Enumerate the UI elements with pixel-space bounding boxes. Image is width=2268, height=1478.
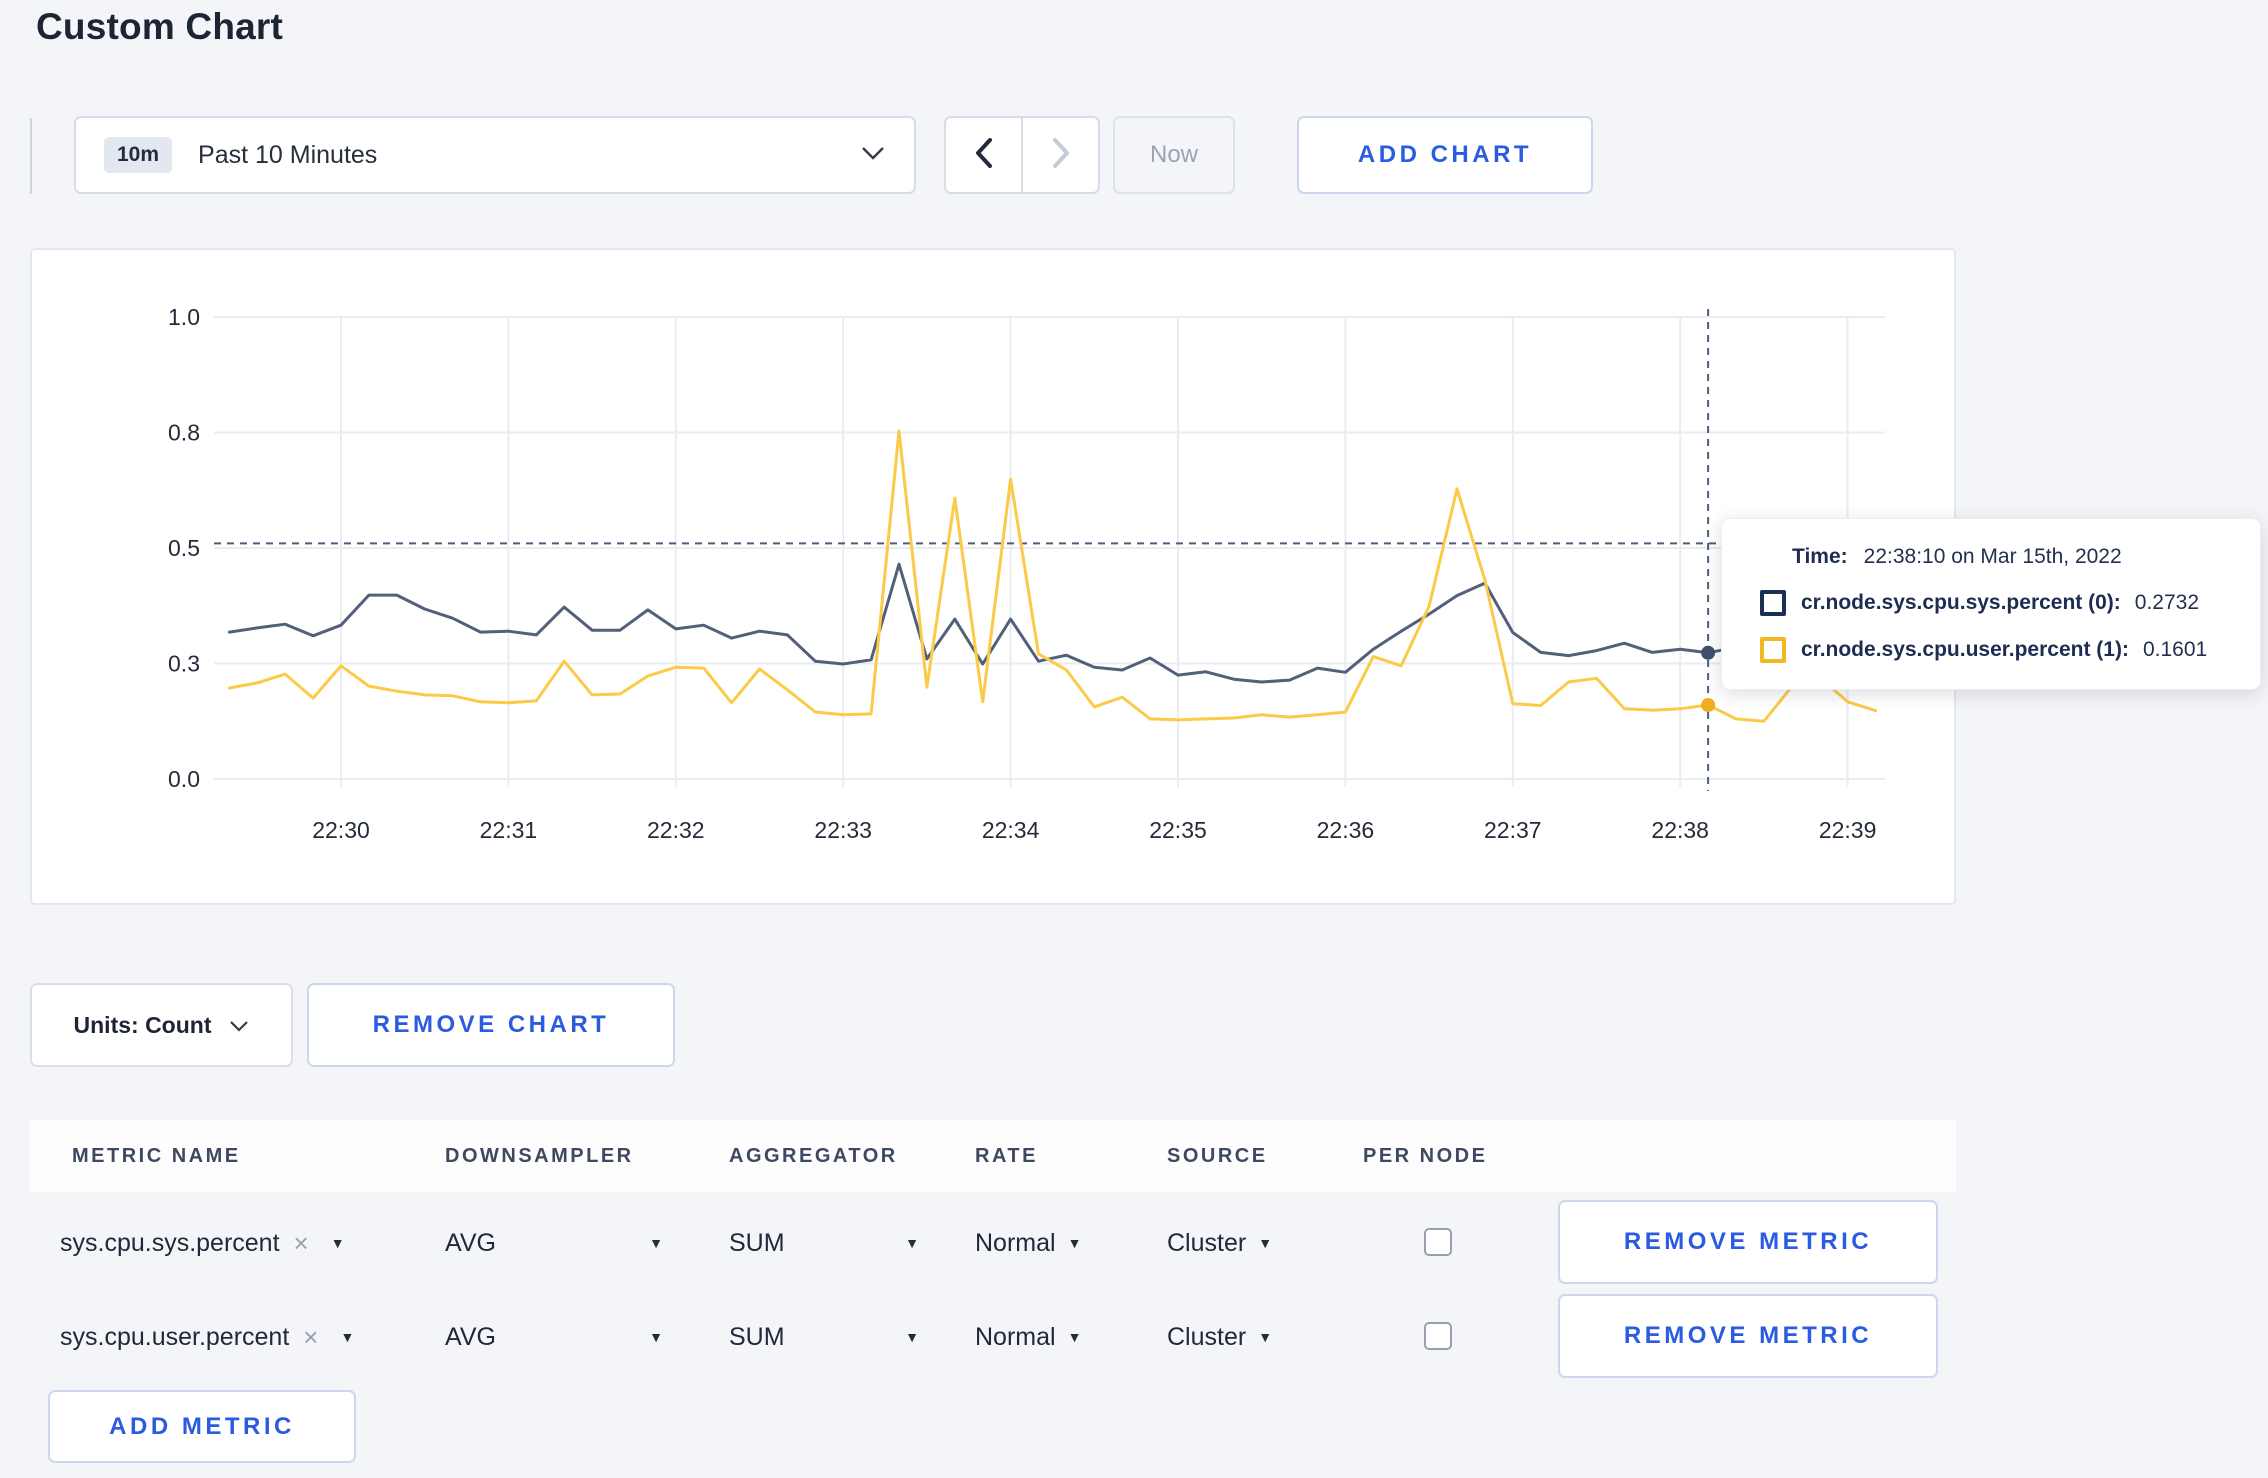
svg-text:22:35: 22:35 <box>1149 817 1207 843</box>
now-button[interactable]: Now <box>1113 116 1235 194</box>
col-source: SOURCE <box>1167 1145 1268 1167</box>
clear-metric-icon[interactable]: × <box>303 1321 319 1352</box>
clear-metric-icon[interactable]: × <box>293 1227 309 1258</box>
caret-down-icon: ▼ <box>340 1329 355 1345</box>
series-sys-legend-value: 0.2732 <box>2134 591 2200 614</box>
col-metric-name: METRIC NAME <box>72 1145 241 1167</box>
metric-name-value: sys.cpu.user.percent <box>60 1322 290 1351</box>
svg-text:22:34: 22:34 <box>982 817 1040 843</box>
downsampler-value: AVG <box>445 1228 496 1257</box>
per-node-checkbox[interactable] <box>1424 1322 1452 1350</box>
add-metric-button[interactable]: ADD METRIC <box>48 1390 356 1463</box>
aggregator-select[interactable]: SUM ▼ <box>729 1196 919 1290</box>
svg-text:0.0: 0.0 <box>168 766 200 792</box>
col-per-node: PER NODE <box>1363 1145 1488 1167</box>
chart-panel[interactable]: 1.0 0.8 0.5 0.3 0.0 22:30 22:31 22:32 22:33 22:34… <box>30 248 1956 905</box>
time-range-label: Past 10 Minutes <box>198 140 378 169</box>
caret-down-icon: ▼ <box>1067 1329 1082 1345</box>
time-pager <box>944 116 1100 194</box>
metric-name-value: sys.cpu.sys.percent <box>60 1228 280 1257</box>
svg-text:22:33: 22:33 <box>814 817 872 843</box>
source-select[interactable]: Cluster ▼ <box>1167 1196 1272 1290</box>
per-node-checkbox[interactable] <box>1424 1228 1452 1256</box>
series-user-legend-swatch <box>1760 637 1786 663</box>
add-chart-button[interactable]: ADD CHART <box>1297 116 1593 194</box>
chevron-right-icon <box>1050 137 1072 174</box>
series-user-legend-value: 0.1601 <box>2142 638 2208 661</box>
col-rate: RATE <box>975 1145 1038 1167</box>
next-time-button[interactable] <box>1023 118 1098 192</box>
metric-row: sys.cpu.user.percent × ▼ AVG ▼ SUM ▼ Nor… <box>30 1290 1956 1384</box>
rate-value: Normal <box>975 1322 1056 1351</box>
time-range-badge: 10m <box>104 137 173 173</box>
rate-value: Normal <box>975 1228 1056 1257</box>
svg-text:1.0: 1.0 <box>168 304 200 330</box>
tooltip-time-value: 22:38:10 on Mar 15th, 2022 <box>1863 545 2122 568</box>
metric-name-select[interactable]: sys.cpu.user.percent × ▼ <box>60 1290 354 1384</box>
remove-metric-button[interactable]: REMOVE METRIC <box>1558 1294 1938 1378</box>
svg-text:22:39: 22:39 <box>1819 817 1877 843</box>
metric-name-select[interactable]: sys.cpu.sys.percent × ▼ <box>60 1196 345 1290</box>
metrics-table-header: METRIC NAME DOWNSAMPLER AGGREGATOR RATE … <box>30 1120 1956 1192</box>
downsampler-select[interactable]: AVG ▼ <box>445 1196 663 1290</box>
chevron-down-icon <box>860 144 886 167</box>
svg-text:22:37: 22:37 <box>1484 817 1542 843</box>
svg-text:0.3: 0.3 <box>168 651 200 677</box>
svg-text:22:36: 22:36 <box>1317 817 1375 843</box>
svg-text:22:32: 22:32 <box>647 817 705 843</box>
aggregator-value: SUM <box>729 1228 785 1257</box>
tooltip-time-label: Time: <box>1792 545 1848 568</box>
aggregator-select[interactable]: SUM ▼ <box>729 1290 919 1384</box>
line-chart[interactable]: 1.0 0.8 0.5 0.3 0.0 22:30 22:31 22:32 22:33 22:34… <box>32 250 1958 907</box>
series-sys-legend-swatch <box>1760 590 1786 616</box>
svg-text:0.8: 0.8 <box>168 420 200 446</box>
caret-down-icon: ▼ <box>1258 1235 1273 1251</box>
remove-metric-button[interactable]: REMOVE METRIC <box>1558 1200 1938 1284</box>
units-label: Units: Count <box>73 1011 212 1038</box>
svg-text:0.5: 0.5 <box>168 535 200 561</box>
chevron-down-icon <box>229 1012 249 1039</box>
page-title: Custom Chart <box>36 6 284 47</box>
caret-down-icon: ▼ <box>905 1329 919 1345</box>
downsampler-select[interactable]: AVG ▼ <box>445 1290 663 1384</box>
remove-chart-button[interactable]: REMOVE CHART <box>307 983 675 1067</box>
caret-down-icon: ▼ <box>905 1235 919 1251</box>
svg-text:22:38: 22:38 <box>1651 817 1709 843</box>
svg-text:22:31: 22:31 <box>480 817 538 843</box>
downsampler-value: AVG <box>445 1322 496 1351</box>
rate-select[interactable]: Normal ▼ <box>975 1290 1081 1384</box>
rate-select[interactable]: Normal ▼ <box>975 1196 1081 1290</box>
caret-down-icon: ▼ <box>649 1329 663 1345</box>
col-aggregator: AGGREGATOR <box>729 1145 898 1167</box>
chart-tooltip: Time: 22:38:10 on Mar 15th, 2022 cr.node… <box>1721 518 2261 690</box>
units-dropdown[interactable]: Units: Count <box>30 983 293 1067</box>
source-select[interactable]: Cluster ▼ <box>1167 1290 1272 1384</box>
col-downsampler: DOWNSAMPLER <box>445 1145 634 1167</box>
series-sys-legend-label: cr.node.sys.cpu.sys.percent (0): <box>1801 591 2121 614</box>
toolbar-divider <box>30 118 32 194</box>
caret-down-icon: ▼ <box>649 1235 663 1251</box>
caret-down-icon: ▼ <box>330 1235 345 1251</box>
source-value: Cluster <box>1167 1228 1247 1257</box>
metric-row: sys.cpu.sys.percent × ▼ AVG ▼ SUM ▼ Norm… <box>30 1196 1956 1290</box>
caret-down-icon: ▼ <box>1067 1235 1082 1251</box>
source-value: Cluster <box>1167 1322 1247 1351</box>
caret-down-icon: ▼ <box>1258 1329 1273 1345</box>
time-range-dropdown[interactable]: 10m Past 10 Minutes <box>74 116 916 194</box>
aggregator-value: SUM <box>729 1322 785 1351</box>
svg-text:22:30: 22:30 <box>312 817 370 843</box>
series-user-legend-label: cr.node.sys.cpu.user.percent (1): <box>1801 638 2129 661</box>
prev-time-button[interactable] <box>946 118 1023 192</box>
chevron-left-icon <box>973 137 995 174</box>
